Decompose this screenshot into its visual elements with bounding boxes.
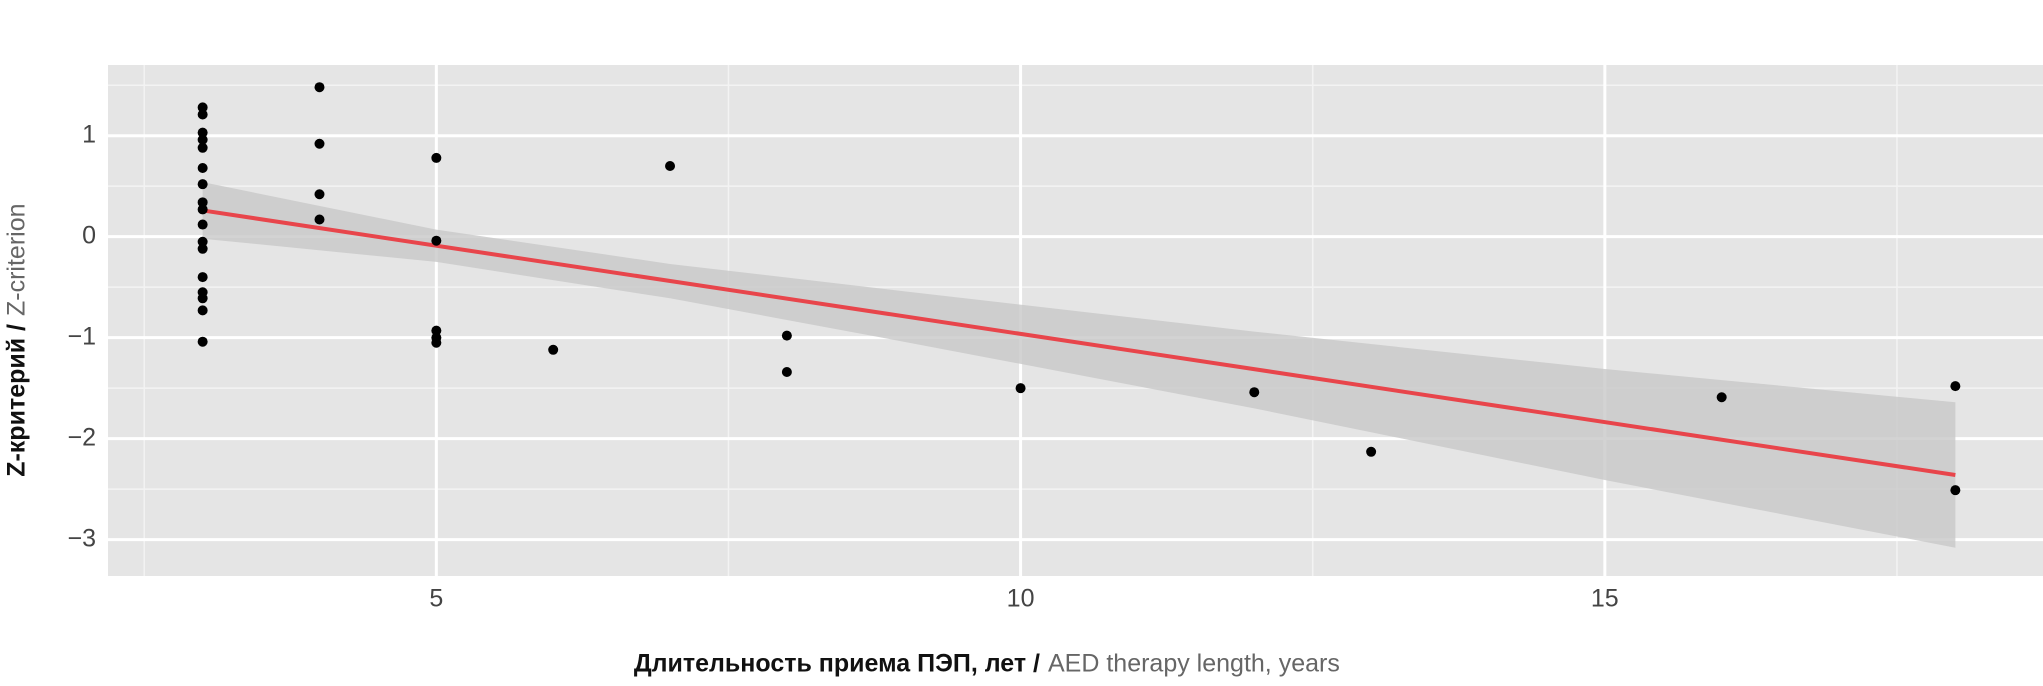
point — [1950, 381, 1961, 392]
y-axis-label: Z-критерий / — [3, 324, 31, 477]
point — [548, 344, 559, 355]
point — [197, 272, 208, 283]
y-tick-label: −2 — [67, 423, 96, 451]
point — [1015, 383, 1026, 394]
point — [314, 138, 325, 149]
point — [197, 236, 208, 247]
point — [197, 179, 208, 190]
point — [781, 367, 792, 378]
point — [314, 82, 325, 93]
point — [197, 336, 208, 347]
point — [197, 163, 208, 174]
point — [1950, 485, 1961, 496]
point — [197, 197, 208, 208]
point — [197, 134, 208, 145]
point — [431, 337, 442, 348]
y-axis-label: Z-criterion — [3, 203, 31, 316]
point — [197, 243, 208, 254]
point — [431, 235, 442, 246]
point — [1366, 446, 1377, 457]
x-tick-label: 15 — [1591, 585, 1619, 613]
point — [314, 214, 325, 225]
point — [781, 330, 792, 341]
point — [431, 152, 442, 163]
point — [197, 305, 208, 316]
point — [197, 293, 208, 304]
x-tick-label: 5 — [429, 585, 443, 613]
x-axis-label: AED therapy length, years — [1048, 650, 1340, 678]
point — [1249, 387, 1260, 398]
point — [197, 127, 208, 138]
point — [197, 142, 208, 153]
point — [197, 109, 208, 120]
y-tick-label: 1 — [82, 120, 96, 148]
y-tick-label: −3 — [67, 524, 96, 552]
point — [197, 102, 208, 113]
point — [314, 189, 325, 200]
regression-line — [202, 208, 1956, 477]
confidence-band — [202, 182, 1956, 548]
point — [431, 325, 442, 336]
point — [1716, 392, 1727, 403]
point — [197, 204, 208, 215]
x-axis-label: Длительность приема ПЭП, лет / — [634, 650, 1040, 678]
y-tick-label: −1 — [67, 322, 96, 350]
point — [197, 219, 208, 230]
point — [665, 160, 676, 171]
y-tick-label: 0 — [82, 221, 96, 249]
x-tick-label: 10 — [1007, 585, 1035, 613]
